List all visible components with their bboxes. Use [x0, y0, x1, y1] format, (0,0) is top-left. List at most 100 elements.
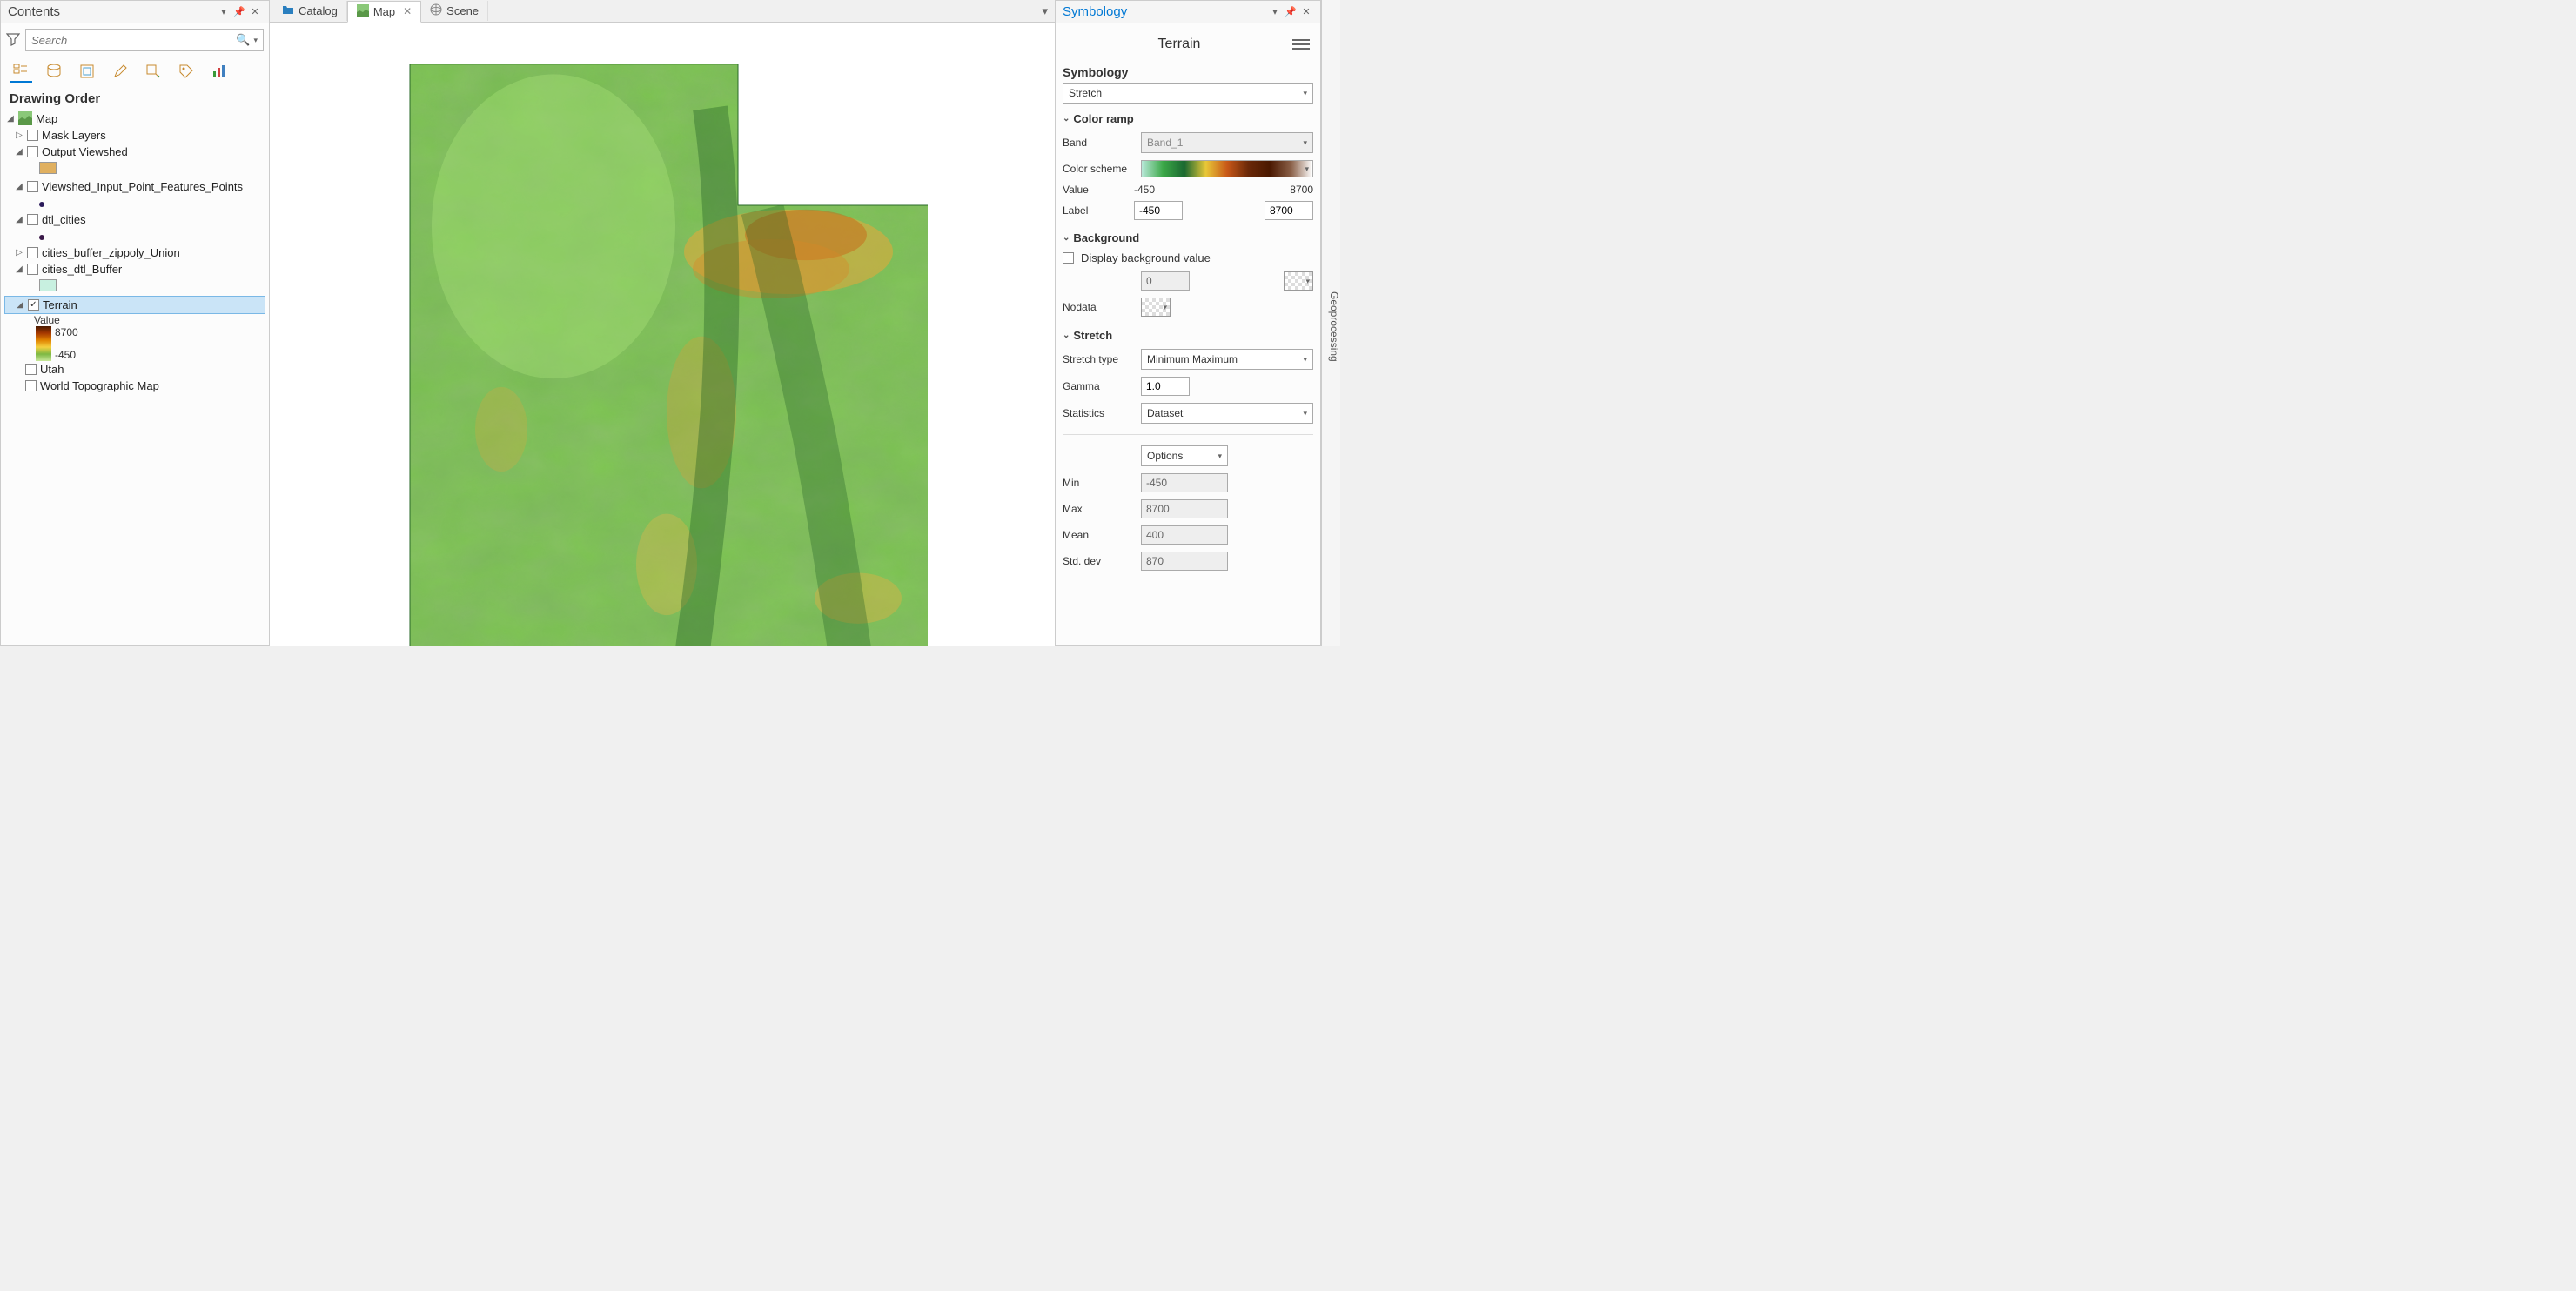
layer-swatch	[4, 278, 265, 296]
list-by-snapping-button[interactable]	[142, 60, 164, 83]
list-by-editing-button[interactable]	[109, 60, 131, 83]
symbology-layer-name: Terrain	[1066, 37, 1292, 52]
symbology-type-dropdown[interactable]: Stretch ▾	[1063, 83, 1313, 104]
symbology-panel: Symbology ▾ 📌 ✕ Terrain Symbology Stretc…	[1055, 0, 1321, 646]
statistics-dropdown[interactable]: Dataset ▾	[1141, 403, 1313, 424]
contents-header: Contents ▾ 📌 ✕	[1, 1, 269, 23]
nodata-color-picker[interactable]: ▾	[1141, 298, 1171, 317]
contents-title: Contents	[8, 4, 217, 19]
color-scheme-label: Color scheme	[1063, 163, 1134, 175]
layer-row-output-viewshed[interactable]: ◢ Output Viewshed	[4, 144, 265, 160]
color-ramp-group[interactable]: ⌄ Color ramp	[1063, 104, 1313, 129]
tab-close-icon[interactable]: ✕	[403, 5, 412, 17]
close-icon[interactable]: ✕	[1299, 5, 1313, 19]
layer-checkbox[interactable]	[27, 264, 38, 275]
layer-checkbox[interactable]	[27, 146, 38, 157]
close-icon[interactable]: ✕	[248, 5, 262, 19]
stddev-input	[1141, 552, 1228, 571]
chevron-down-icon: ▾	[1303, 138, 1307, 148]
terrain-color-ramp	[36, 326, 51, 361]
max-input	[1141, 499, 1228, 518]
map-view[interactable]	[270, 23, 1055, 646]
chevron-down-icon: ⌄	[1063, 331, 1070, 340]
terrain-raster	[397, 57, 928, 646]
symbology-title: Symbology	[1063, 4, 1268, 19]
search-icon[interactable]: 🔍	[236, 33, 250, 47]
layer-row-dtl-cities[interactable]: ◢ dtl_cities	[4, 211, 265, 228]
layer-checkbox[interactable]	[27, 130, 38, 141]
layer-row-cities-buffer-union[interactable]: ▷ cities_buffer_zippoly_Union	[4, 244, 265, 261]
tab-scene[interactable]: Scene	[421, 1, 488, 21]
display-background-checkbox[interactable]	[1063, 252, 1074, 264]
search-input[interactable]: 🔍 ▾	[25, 29, 264, 51]
layer-row-viewshed-input[interactable]: ◢ Viewshed_Input_Point_Features_Points	[4, 178, 265, 195]
caret-icon[interactable]: ◢	[15, 264, 23, 274]
layer-checkbox[interactable]	[25, 380, 37, 391]
tab-catalog[interactable]: Catalog	[273, 1, 347, 21]
filter-icon[interactable]	[6, 32, 22, 48]
color-scheme-dropdown[interactable]: ▾	[1141, 160, 1313, 177]
band-dropdown[interactable]: Band_1 ▾	[1141, 132, 1313, 153]
layer-row-terrain[interactable]: ◢ Terrain	[4, 296, 265, 314]
tab-map[interactable]: Map ✕	[347, 1, 421, 23]
layer-row-cities-dtl-buffer[interactable]: ◢ cities_dtl_Buffer	[4, 261, 265, 278]
gamma-input[interactable]	[1141, 377, 1190, 396]
layer-point-symbol	[4, 195, 265, 211]
tab-label: Map	[373, 5, 395, 18]
globe-icon	[430, 3, 442, 18]
dropdown-icon[interactable]: ▾	[1268, 5, 1282, 19]
list-by-chart-button[interactable]	[208, 60, 231, 83]
layer-label: Viewshed_Input_Point_Features_Points	[42, 180, 243, 193]
layer-checkbox[interactable]	[25, 364, 37, 375]
layer-row-mask[interactable]: ▷ Mask Layers	[4, 127, 265, 144]
list-by-labeling-button[interactable]	[175, 60, 198, 83]
tab-overflow-icon[interactable]: ▾	[1035, 4, 1055, 18]
symbology-type-label: Symbology	[1063, 60, 1313, 83]
map-icon	[357, 4, 369, 19]
caret-icon[interactable]: ▷	[15, 248, 23, 258]
search-field[interactable]	[31, 34, 236, 47]
layer-checkbox[interactable]	[27, 247, 38, 258]
caret-icon[interactable]: ◢	[6, 114, 15, 124]
folder-icon	[282, 3, 294, 18]
view-tabs: Catalog Map ✕ Scene ▾	[270, 0, 1055, 23]
chevron-down-icon: ▾	[1303, 89, 1307, 98]
pin-icon[interactable]: 📌	[232, 5, 246, 19]
map-root[interactable]: ◢ Map	[4, 110, 265, 127]
layer-checkbox[interactable]	[28, 299, 39, 311]
background-color-picker[interactable]: ▾	[1284, 271, 1313, 291]
stretch-group[interactable]: ⌄ Stretch	[1063, 320, 1313, 345]
layer-row-utah[interactable]: Utah	[4, 361, 265, 378]
options-dropdown[interactable]: Options ▾	[1141, 445, 1228, 466]
group-label: Background	[1073, 231, 1139, 244]
caret-icon[interactable]: ◢	[15, 215, 23, 224]
caret-icon[interactable]: ◢	[16, 300, 24, 310]
stretch-type-dropdown[interactable]: Minimum Maximum ▾	[1141, 349, 1313, 370]
caret-icon[interactable]: ▷	[15, 130, 23, 140]
list-by-selection-button[interactable]	[76, 60, 98, 83]
pin-icon[interactable]: 📌	[1284, 5, 1298, 19]
caret-icon[interactable]: ◢	[15, 182, 23, 191]
menu-icon[interactable]	[1292, 36, 1310, 53]
geoprocessing-tab[interactable]: Geoprocessing	[1321, 0, 1340, 646]
chevron-down-icon: ⌄	[1063, 114, 1070, 124]
label-low-input[interactable]	[1134, 201, 1183, 220]
label-high-input[interactable]	[1265, 201, 1313, 220]
layer-point-symbol	[4, 228, 265, 244]
list-by-drawing-order-button[interactable]	[10, 60, 32, 83]
list-by-source-button[interactable]	[43, 60, 65, 83]
layer-checkbox[interactable]	[27, 181, 38, 192]
dropdown-icon[interactable]: ▾	[217, 5, 231, 19]
layer-checkbox[interactable]	[27, 214, 38, 225]
tab-label: Scene	[446, 4, 479, 17]
max-label: Max	[1063, 503, 1134, 515]
tab-label: Catalog	[299, 4, 338, 17]
layer-label: cities_buffer_zippoly_Union	[42, 246, 180, 259]
gamma-label: Gamma	[1063, 380, 1134, 392]
caret-icon[interactable]: ◢	[15, 147, 23, 157]
background-group[interactable]: ⌄ Background	[1063, 223, 1313, 248]
search-dropdown-icon[interactable]: ▾	[253, 36, 258, 45]
layer-row-world-topo[interactable]: World Topographic Map	[4, 378, 265, 394]
ramp-high-label: 8700	[55, 326, 78, 338]
min-input	[1141, 473, 1228, 492]
